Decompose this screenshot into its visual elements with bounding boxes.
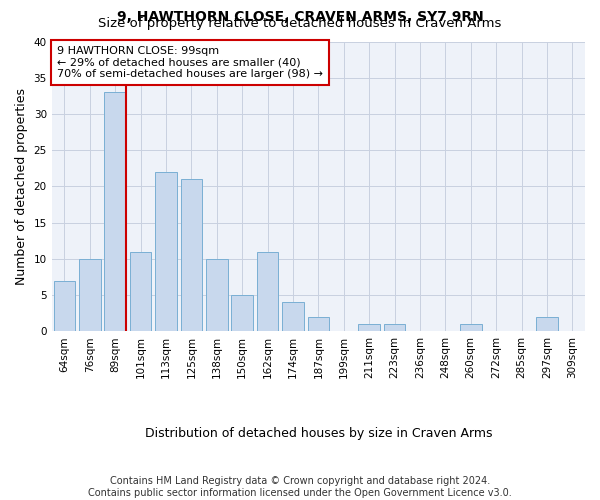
Bar [460,324,482,332]
Bar [282,302,304,332]
Bar [206,259,227,332]
Bar [536,317,557,332]
Bar [308,317,329,332]
Text: Size of property relative to detached houses in Craven Arms: Size of property relative to detached ho… [98,18,502,30]
Text: 9, HAWTHORN CLOSE, CRAVEN ARMS, SY7 9RN: 9, HAWTHORN CLOSE, CRAVEN ARMS, SY7 9RN [116,10,484,24]
Text: Contains HM Land Registry data © Crown copyright and database right 2024.
Contai: Contains HM Land Registry data © Crown c… [88,476,512,498]
Bar [181,179,202,332]
Bar [155,172,177,332]
Bar [104,92,126,332]
Bar [79,259,101,332]
Bar [384,324,406,332]
Text: 9 HAWTHORN CLOSE: 99sqm
← 29% of detached houses are smaller (40)
70% of semi-de: 9 HAWTHORN CLOSE: 99sqm ← 29% of detache… [57,46,323,79]
X-axis label: Distribution of detached houses by size in Craven Arms: Distribution of detached houses by size … [145,427,492,440]
Bar [130,252,151,332]
Bar [232,295,253,332]
Bar [53,280,75,332]
Y-axis label: Number of detached properties: Number of detached properties [15,88,28,285]
Bar [358,324,380,332]
Bar [257,252,278,332]
